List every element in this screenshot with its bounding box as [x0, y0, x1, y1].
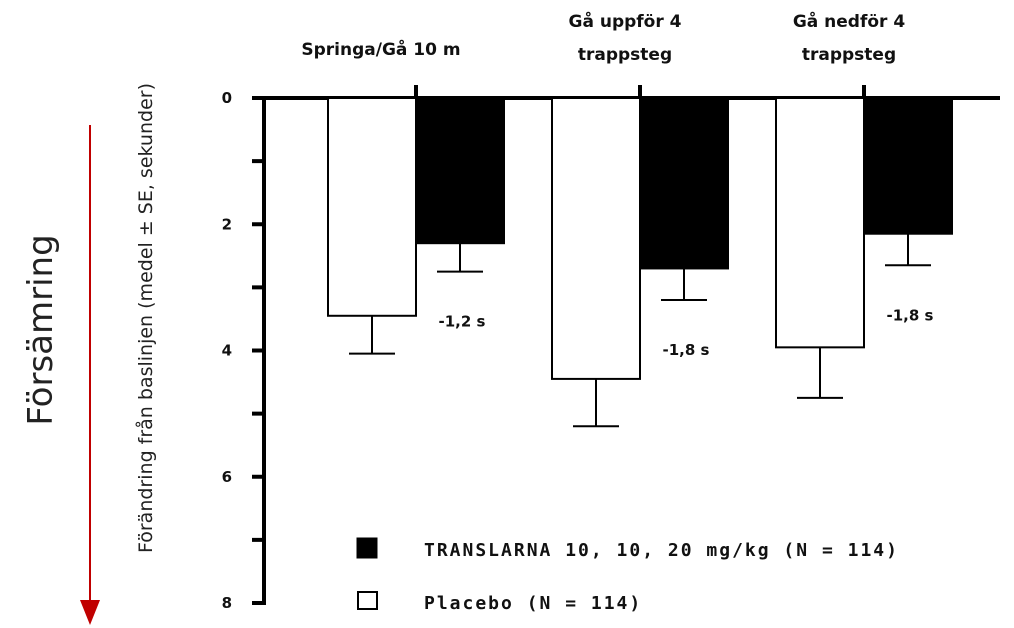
category-label: Gå uppför 4	[569, 10, 682, 32]
legend-swatch-translarna	[356, 537, 378, 559]
bar-translarna	[639, 97, 729, 270]
difference-label: -1,8 s	[887, 306, 934, 324]
difference-label: -1,8 s	[663, 341, 710, 359]
bar-placebo	[327, 97, 417, 317]
category-labels: Springa/Gå 10 m Gå uppför 4 trappsteg Gå ne…	[301, 10, 905, 65]
category-label: Springa/Gå 10 m	[301, 38, 460, 60]
y-axis-ticks: 0 2 4 6 8	[222, 89, 264, 612]
bar-placebo	[775, 97, 865, 349]
category-label: trappsteg	[802, 45, 896, 65]
legend-swatch-placebo	[357, 591, 378, 610]
y-tick-label: 6	[222, 468, 232, 486]
category-label: trappsteg	[578, 45, 672, 65]
bar-translarna	[863, 97, 953, 235]
worsening-arrow	[80, 125, 100, 625]
bar-group: -1,2 s -1,8 s -1,8 s	[327, 85, 953, 428]
y-tick-label: 0	[222, 89, 232, 107]
y-tick-label: 4	[222, 342, 232, 360]
legend-label-placebo: Placebo (N = 114)	[424, 593, 642, 614]
difference-label: -1,2 s	[439, 313, 486, 331]
y-axis-label: Förändring från baslinjen (medel ± SE, s…	[134, 83, 157, 553]
bar-translarna	[415, 97, 505, 245]
legend: TRANSLARNA 10, 10, 20 mg/kg (N = 114) Pl…	[356, 537, 899, 614]
y-tick-label: 2	[222, 215, 232, 233]
category-label: Gå nedför 4	[793, 10, 906, 32]
worsening-label: Försämring	[21, 234, 61, 425]
bar-placebo	[551, 97, 641, 380]
y-tick-label: 8	[222, 594, 232, 612]
legend-label-translarna: TRANSLARNA 10, 10, 20 mg/kg (N = 114)	[424, 540, 899, 561]
